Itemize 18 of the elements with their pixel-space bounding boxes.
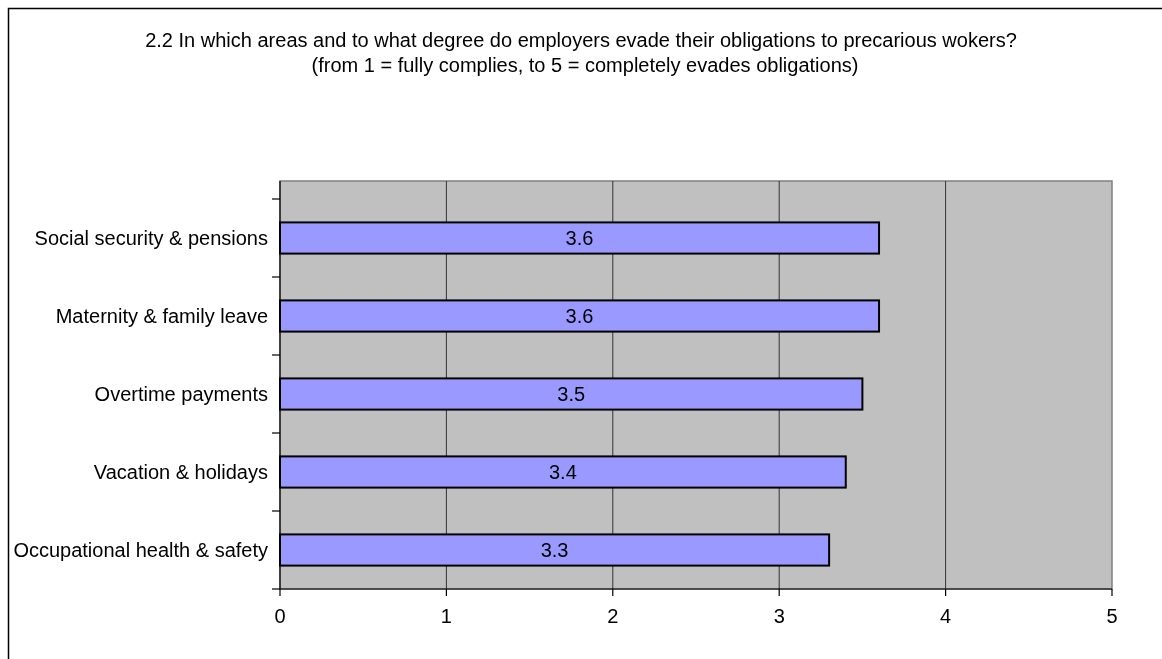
data-label: 3.6 [565, 227, 594, 249]
y-tick-label: Vacation & holidays [93, 461, 268, 483]
x-tick-label: 3 [773, 605, 785, 627]
data-label: 3.5 [557, 383, 586, 405]
y-tick-label: Maternity & family leave [55, 305, 268, 327]
y-tick-label: Occupational health & safety [13, 539, 268, 561]
chart-subtitle: (from 1 = fully complies, to 5 = completely evades obligations) [311, 54, 859, 76]
chart-title: 2.2 In which areas and to what degree do employers evade their obligations to precarious wokers? [145, 29, 1017, 51]
data-label: 3.3 [540, 539, 569, 561]
x-tick-label: 0 [274, 605, 286, 627]
y-tick-label: Social security & pensions [34, 227, 268, 249]
y-tick-label: Overtime payments [94, 383, 268, 405]
x-tick-label: 5 [1106, 605, 1118, 627]
data-label: 3.6 [565, 305, 594, 327]
x-tick-label: 4 [940, 605, 952, 627]
x-tick-label: 1 [440, 605, 452, 627]
data-label: 3.4 [548, 461, 577, 483]
x-tick-label: 2 [607, 605, 619, 627]
